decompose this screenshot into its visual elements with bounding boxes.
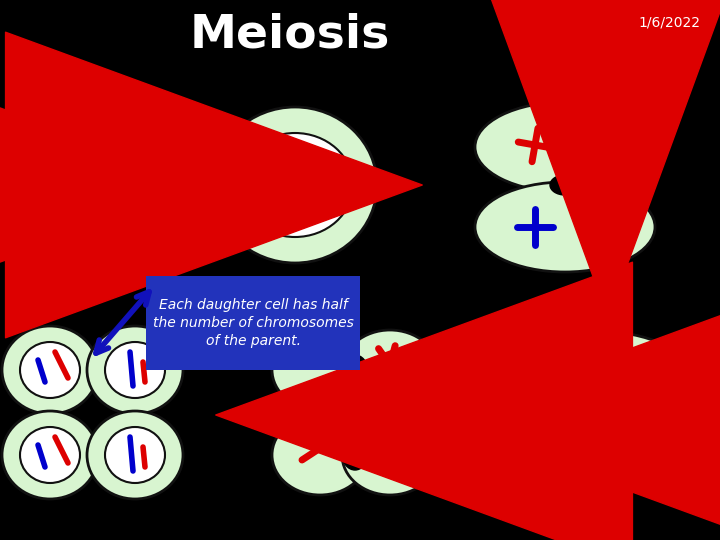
Ellipse shape — [20, 342, 80, 398]
Ellipse shape — [475, 182, 655, 272]
Ellipse shape — [2, 411, 98, 499]
FancyBboxPatch shape — [146, 276, 360, 370]
Ellipse shape — [105, 427, 165, 483]
Ellipse shape — [485, 412, 685, 488]
Ellipse shape — [17, 103, 173, 267]
Ellipse shape — [272, 415, 368, 495]
Ellipse shape — [45, 131, 145, 239]
Ellipse shape — [342, 415, 438, 495]
Ellipse shape — [272, 330, 368, 410]
Ellipse shape — [343, 440, 367, 470]
Ellipse shape — [87, 411, 183, 499]
Text: 1/6/2022: 1/6/2022 — [638, 15, 700, 29]
Text: Meiosis: Meiosis — [190, 12, 390, 57]
Ellipse shape — [87, 326, 183, 414]
Ellipse shape — [213, 107, 377, 263]
Ellipse shape — [343, 355, 367, 385]
Text: Each daughter cell has half
the number of chromosomes
of the parent.: Each daughter cell has half the number o… — [153, 298, 354, 348]
Ellipse shape — [20, 427, 80, 483]
Ellipse shape — [485, 330, 685, 406]
Ellipse shape — [237, 133, 353, 237]
Ellipse shape — [105, 342, 165, 398]
Ellipse shape — [2, 326, 98, 414]
Ellipse shape — [475, 102, 655, 192]
Ellipse shape — [550, 175, 580, 195]
Ellipse shape — [342, 330, 438, 410]
